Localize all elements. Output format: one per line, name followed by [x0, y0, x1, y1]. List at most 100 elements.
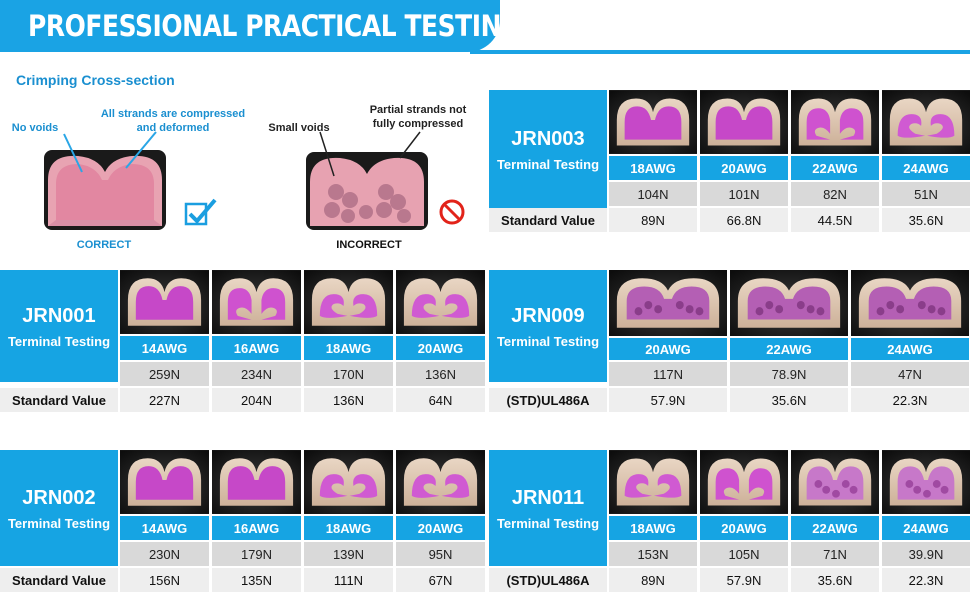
model-label-box: JRN011 Terminal Testing	[489, 450, 607, 566]
standard-value-cell: 57.9N	[700, 568, 788, 592]
force-cell: 234N	[212, 362, 301, 386]
note-small-voids: Small voids	[268, 122, 330, 134]
force-cell: 71N	[791, 542, 879, 566]
awg-cell: 24AWG	[851, 338, 969, 360]
awg-cell: 18AWG	[609, 156, 697, 180]
awg-cell: 24AWG	[882, 156, 970, 180]
awg-cell: 20AWG	[609, 338, 727, 360]
note-partial-strands: Partial strands not fully compressed	[369, 104, 467, 130]
awg-cell: 18AWG	[304, 336, 393, 360]
standard-value-cell: 35.6N	[730, 388, 848, 412]
note-no-voids: No voids	[11, 122, 59, 134]
model-name: JRN002	[22, 486, 96, 509]
standard-value-cell: 111N	[304, 568, 393, 592]
force-cell: 136N	[396, 362, 485, 386]
force-cell: 101N	[700, 182, 788, 206]
sample-photo	[882, 90, 970, 154]
model-subtitle: Terminal Testing	[7, 515, 111, 531]
standard-value-cell: 227N	[120, 388, 209, 412]
force-cell: 105N	[700, 542, 788, 566]
force-cell: 179N	[212, 542, 301, 566]
standard-value-cell: 22.3N	[851, 388, 969, 412]
sample-photo	[791, 450, 879, 514]
sample-photo	[730, 270, 848, 336]
page-title: PROFESSIONAL PRACTICAL TESTING	[28, 9, 522, 43]
awg-cell: 14AWG	[120, 516, 209, 540]
awg-cell: 22AWG	[791, 156, 879, 180]
header-rule	[470, 50, 970, 54]
header-band	[0, 0, 500, 52]
awg-cell: 20AWG	[700, 156, 788, 180]
sample-photo	[304, 270, 393, 334]
model-name: JRN009	[511, 304, 585, 327]
force-cell: 39.9N	[882, 542, 970, 566]
standard-value-cell: 44.5N	[791, 208, 879, 232]
standard-value-cell: 35.6N	[791, 568, 879, 592]
model-subtitle: Terminal Testing	[496, 515, 600, 531]
standard-value-label: (STD)UL486A	[489, 388, 607, 412]
sample-photo	[120, 270, 209, 334]
awg-cell: 24AWG	[882, 516, 970, 540]
cross-section-correct-image	[44, 150, 166, 230]
awg-cell: 22AWG	[730, 338, 848, 360]
standard-value-cell: 89N	[609, 568, 697, 592]
force-cell: 117N	[609, 362, 727, 386]
awg-cell: 16AWG	[212, 336, 301, 360]
awg-cell: 22AWG	[791, 516, 879, 540]
force-cell: 230N	[120, 542, 209, 566]
awg-cell: 20AWG	[396, 336, 485, 360]
model-name: JRN011	[511, 486, 585, 509]
force-cell: 170N	[304, 362, 393, 386]
pointer-lines	[63, 131, 157, 173]
standard-value-label: Standard Value	[0, 568, 118, 592]
force-cell: 139N	[304, 542, 393, 566]
force-cell: 104N	[609, 182, 697, 206]
model-subtitle: Terminal Testing	[7, 333, 111, 349]
model-label-box: JRN009 Terminal Testing	[489, 270, 607, 382]
sample-photo	[396, 270, 485, 334]
force-cell: 153N	[609, 542, 697, 566]
standard-value-cell: 64N	[396, 388, 485, 412]
standard-value-cell: 67N	[396, 568, 485, 592]
force-cell: 47N	[851, 362, 969, 386]
standard-value-label: Standard Value	[489, 208, 607, 232]
prohibited-icon	[439, 199, 465, 225]
sample-photo	[304, 450, 393, 514]
standard-value-label: (STD)UL486A	[489, 568, 607, 592]
standard-value-cell: 135N	[212, 568, 301, 592]
awg-cell: 16AWG	[212, 516, 301, 540]
standard-value-cell: 204N	[212, 388, 301, 412]
model-label-box: JRN002 Terminal Testing	[0, 450, 118, 566]
verdict-incorrect: INCORRECT	[336, 239, 402, 251]
crimping-section-title: Crimping Cross-section	[16, 72, 175, 88]
checkmark-icon	[184, 198, 217, 226]
sample-photo	[851, 270, 969, 336]
sample-photo	[212, 270, 301, 334]
standard-value-label: Standard Value	[0, 388, 118, 412]
sample-photo	[609, 270, 727, 336]
standard-value-cell: 57.9N	[609, 388, 727, 412]
model-name: JRN001	[22, 304, 96, 327]
force-cell: 259N	[120, 362, 209, 386]
force-cell: 78.9N	[730, 362, 848, 386]
model-subtitle: Terminal Testing	[496, 333, 600, 349]
awg-cell: 14AWG	[120, 336, 209, 360]
sample-photo	[882, 450, 970, 514]
standard-value-cell: 35.6N	[882, 208, 970, 232]
standard-value-cell: 156N	[120, 568, 209, 592]
force-cell: 51N	[882, 182, 970, 206]
sample-photo	[700, 90, 788, 154]
sample-photo	[700, 450, 788, 514]
awg-cell: 20AWG	[700, 516, 788, 540]
awg-cell: 18AWG	[609, 516, 697, 540]
header-banner: PROFESSIONAL PRACTICAL TESTING	[0, 0, 970, 60]
sample-photo	[212, 450, 301, 514]
sample-photo	[396, 450, 485, 514]
sample-photo	[609, 450, 697, 514]
awg-cell: 18AWG	[304, 516, 393, 540]
sample-photo	[120, 450, 209, 514]
pointer-lines-incorrect	[319, 131, 421, 177]
awg-cell: 20AWG	[396, 516, 485, 540]
model-subtitle: Terminal Testing	[496, 156, 600, 172]
standard-value-cell: 89N	[609, 208, 697, 232]
